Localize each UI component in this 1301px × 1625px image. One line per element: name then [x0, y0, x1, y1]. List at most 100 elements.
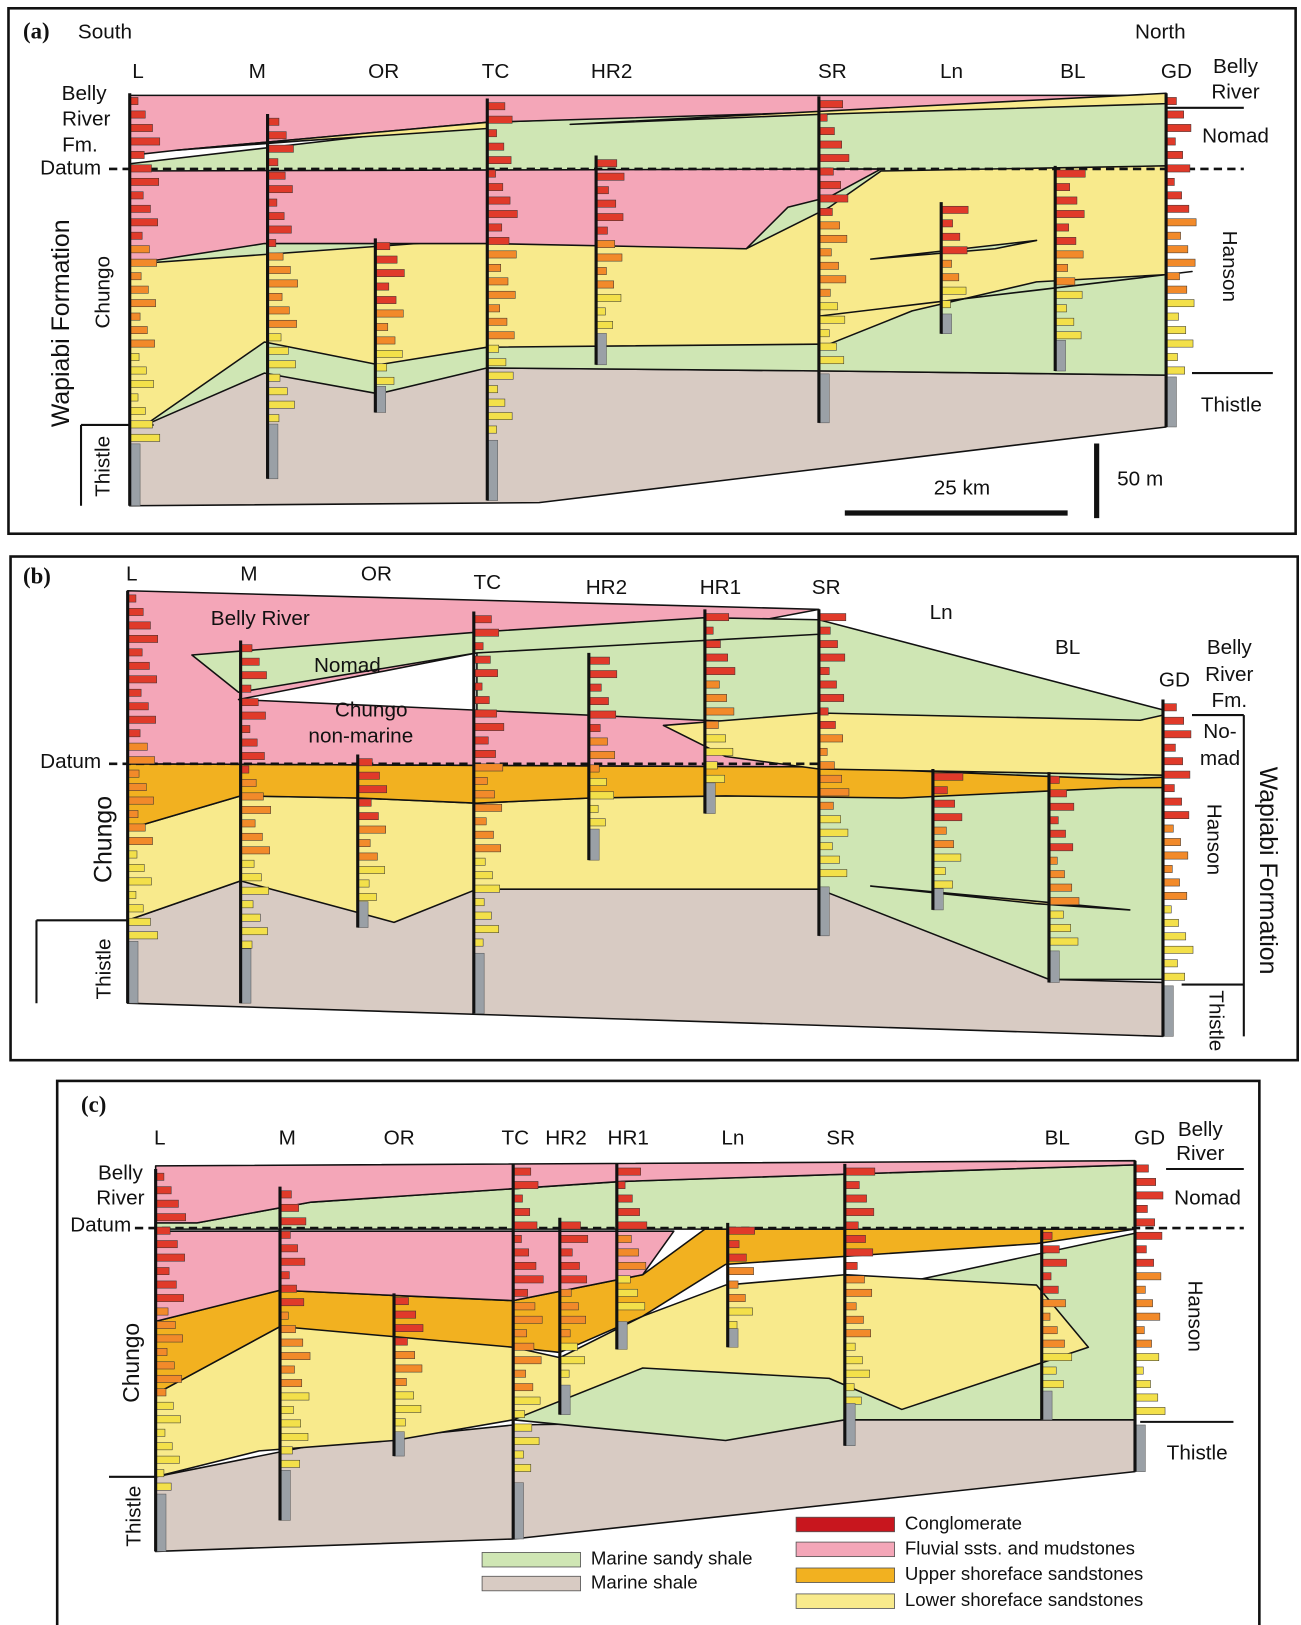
well-bar — [513, 1437, 539, 1444]
well-bar — [156, 1443, 173, 1450]
well-bar — [358, 813, 379, 820]
well-bar — [1166, 165, 1190, 172]
well-bar — [1055, 237, 1076, 244]
unit-label: Fm. — [62, 134, 98, 157]
well-bar — [487, 103, 505, 110]
well-bar — [130, 111, 146, 118]
well-bar — [589, 751, 615, 758]
well-bar — [728, 1254, 747, 1261]
well-bar — [128, 622, 151, 629]
well-bar — [128, 635, 158, 642]
well-bar — [1163, 879, 1180, 886]
well-bar — [819, 222, 840, 229]
well-bar — [819, 721, 836, 728]
well-bar — [156, 1187, 172, 1194]
well-bar — [1042, 1300, 1066, 1307]
well-bar — [487, 318, 507, 325]
well-bar — [1163, 946, 1193, 953]
well-bar — [1055, 264, 1067, 271]
page: LMORTCHR2SRLnBLGDLMORTCHR2HR1SRLnBLGDLMO… — [0, 0, 1301, 1625]
well-bar — [728, 1308, 753, 1315]
well-name: OR — [384, 1126, 415, 1149]
well-bar — [268, 401, 295, 408]
well-bar — [130, 232, 142, 239]
well-bar — [130, 434, 160, 441]
well-bar — [941, 287, 966, 294]
well-name: M — [279, 1126, 296, 1149]
well-bar — [156, 1375, 182, 1382]
well-bar — [819, 101, 843, 108]
well-bar — [1135, 1165, 1148, 1172]
well-bar — [280, 1420, 301, 1427]
legend-label: Marine shale — [591, 1571, 698, 1592]
well-bar — [1049, 844, 1073, 851]
well-bar — [1049, 830, 1066, 837]
well-bar — [513, 1276, 543, 1283]
well-bar — [1163, 811, 1189, 818]
well-bar — [1166, 205, 1189, 212]
legend-label: Marine sandy shale — [591, 1548, 753, 1569]
well-bar — [280, 1339, 303, 1346]
well-bar — [819, 141, 842, 148]
well-bar — [1135, 1286, 1145, 1293]
well-bar — [1049, 911, 1064, 918]
well-bar — [933, 827, 946, 834]
well-bar — [130, 407, 146, 414]
well-name: BL — [1045, 1126, 1070, 1149]
well-bar — [819, 735, 843, 742]
well-bar — [819, 775, 842, 782]
well-bar — [617, 1276, 630, 1283]
well-bar — [819, 127, 835, 134]
well-bar — [474, 831, 494, 838]
well-bar — [560, 1235, 588, 1242]
well-bar — [589, 778, 607, 785]
well-bar — [358, 759, 373, 766]
unit-label: River — [96, 1187, 144, 1210]
well-bar — [474, 925, 499, 932]
well-bar — [819, 869, 847, 876]
unit-label: River — [1205, 663, 1253, 686]
well-bar — [933, 881, 953, 888]
well-bar — [474, 804, 502, 811]
well-bar — [513, 1168, 531, 1175]
well-bar — [474, 696, 490, 703]
well-bar — [560, 1316, 586, 1323]
well-bar — [1135, 1394, 1158, 1401]
well-bar — [474, 656, 491, 663]
unit-label: Belly — [1178, 1118, 1224, 1141]
well-bar — [845, 1289, 872, 1296]
well-bar — [487, 291, 515, 298]
unit-label: No- — [1203, 720, 1236, 743]
unit-label: Thistle — [122, 1486, 145, 1547]
well-bar — [617, 1168, 641, 1175]
unit-label: Thistle — [92, 938, 115, 999]
well-bar — [596, 187, 608, 194]
well-bar — [596, 200, 616, 207]
well-bar — [933, 800, 955, 807]
legend-label: Fluvial ssts. and mudstones — [905, 1537, 1135, 1558]
legend-swatch — [796, 1542, 894, 1557]
well-bar — [845, 1370, 870, 1377]
well-bar — [280, 1352, 310, 1359]
well-base — [1135, 1425, 1145, 1472]
well-bar — [1166, 367, 1185, 374]
legend-swatch — [796, 1568, 894, 1583]
well-bar — [1049, 897, 1079, 904]
well-bar — [130, 367, 147, 374]
well-bar — [474, 764, 503, 771]
well-bar — [1055, 224, 1068, 231]
well-bar — [513, 1262, 536, 1269]
well-bar — [130, 151, 145, 158]
well-bar — [1055, 318, 1074, 325]
well-bar — [394, 1392, 414, 1399]
well-bar — [596, 321, 613, 328]
well-bar — [474, 872, 493, 879]
well-bar — [375, 364, 386, 371]
well-base — [1042, 1391, 1052, 1420]
unit-label: North — [1135, 21, 1186, 44]
well-bar — [375, 269, 404, 276]
well-bar — [1166, 259, 1195, 266]
well-bar — [241, 887, 269, 894]
unit-label: Belly — [1207, 636, 1253, 659]
well-bar — [933, 787, 948, 794]
